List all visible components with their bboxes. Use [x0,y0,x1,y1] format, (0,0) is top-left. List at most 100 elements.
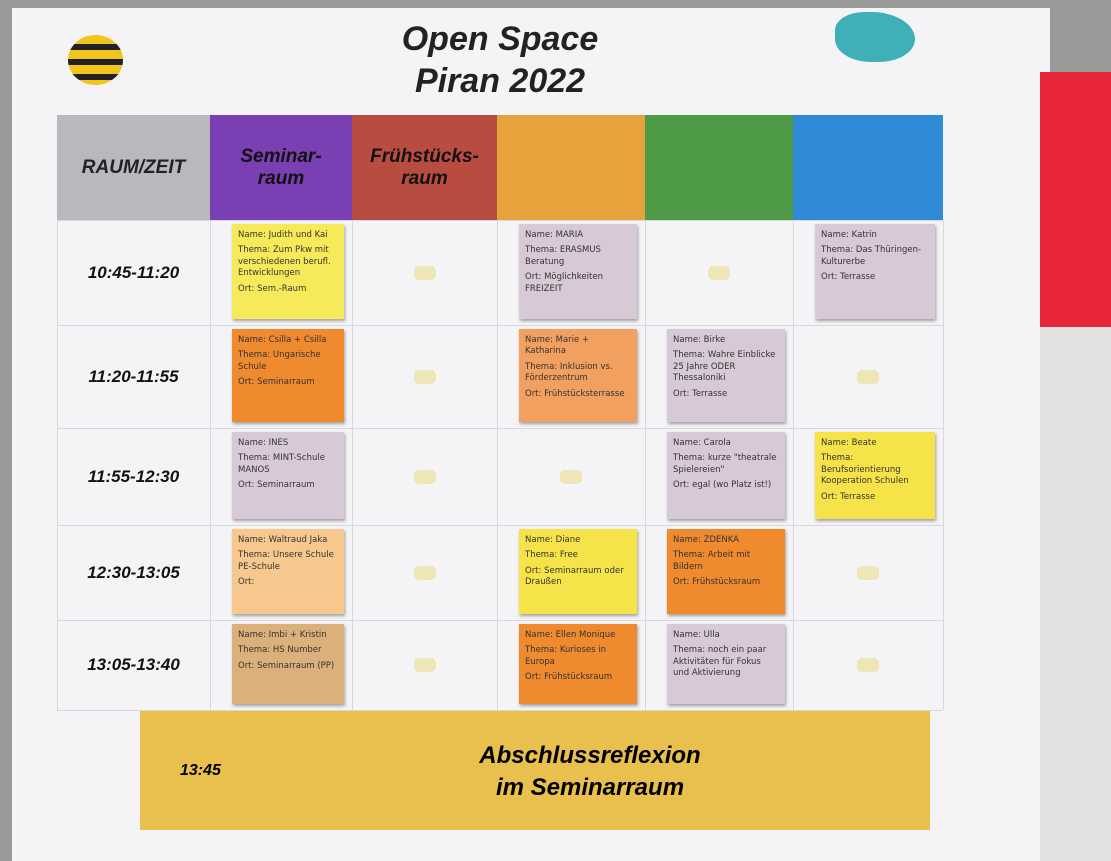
grid-line [57,710,943,711]
card-text: Thema: Wahre Einblicke 25 Jahre ODER The… [673,350,776,384]
time-label: 11:55-12:30 [87,466,180,486]
session-card: Name: Ulla Thema: noch ein paar Aktivität… [667,624,785,704]
card-text: Ort: Frühstücksraum [673,577,761,588]
time-label: 10:45-11:20 [87,262,180,282]
session-card: Name: MARIA Thema: ERASMUS Beratung Ort: M… [519,224,637,319]
column-header-text: Seminar- [240,145,322,167]
grid-line [57,620,943,621]
session-card: Name: Katrin Thema: Das Thüringen-Kulture… [815,224,935,319]
card-text: Thema: Arbeit mit Bildern [673,550,751,572]
grid-line [645,220,646,710]
title: Open Space [401,20,599,58]
footer-text: Abschlussreflexion [479,742,701,769]
session-card: Name: Beate Thema: Berufsorientierung Koo… [815,432,935,519]
card-text: Thema: MINT-Schule MANOS [238,453,325,475]
column-header: RAUM/ZEIT [57,115,210,220]
session-card: Name: Waltraud Jaka Thema: Unsere Schule … [232,529,344,614]
card-text: Name: Csilla + Csilla [238,335,327,345]
card-text: Thema: noch ein paar Aktivitäten für Fok… [673,645,767,679]
wall [1040,327,1111,861]
footer-time: 13:45 [180,762,221,779]
card-text: Thema: kurze "theatrale Spielereien" [673,453,777,475]
grid-line [57,220,943,221]
column-header: Frühstücks-raum [352,115,497,220]
card-text: Name: Birke [673,335,726,345]
tape [413,565,436,580]
card-text: Name: Diane [525,535,581,545]
card-text: Ort: Terrasse [821,491,876,502]
grid-line [497,220,498,710]
card-text: Ort: Terrasse [673,388,728,399]
column-header [645,115,793,220]
card-text: Ort: Frühstücksterrasse [525,388,625,399]
tape [413,265,436,280]
butterfly-icon [835,12,915,62]
grid-line [210,220,211,710]
card-text: Ort: Frühstücksraum [525,672,613,683]
card-text: Ort: Seminarraum oder Draußen [525,565,624,588]
column-header: Seminar-raum [210,115,352,220]
card-text: Ort: Seminarraum [238,480,315,491]
column-header [793,115,943,220]
grid-line [793,220,794,710]
card-text: Thema: Inklusion vs. Förderzentrum [525,361,613,384]
card-text: Ort: [238,577,255,588]
card-text: Thema: Unsere Schule PE-Schule [238,550,334,572]
grid-line [943,220,944,710]
column-header-text: Frühstücks- [370,145,479,167]
tape [857,369,879,384]
card-text: Name: Carola [673,438,731,448]
card-text: Thema: HS Number [238,645,322,656]
card-text: Thema: ERASMUS Beratung [525,245,601,267]
grid-line [57,525,943,526]
tape [413,658,436,672]
session-card: Name: Imbi + Kristin Thema: HS Number Ort:… [232,624,344,704]
session-card: Name: Diane Thema: Free Ort: Seminarraum o… [519,529,637,614]
card-text: Name: Judith und Kai [238,230,328,240]
session-card: Name: Csilla + Csilla Thema: Ungarische S… [232,329,344,422]
card-text: Thema: Zum Pkw mit verschiedenen berufl.… [238,245,331,279]
bee-icon [68,35,123,85]
wall-panel [1040,72,1111,327]
card-text: Name: ZDENKA [673,535,739,545]
card-text: Name: MARIA [525,230,584,240]
session-card: Name: Carola Thema: kurze "theatrale Spie… [667,432,785,519]
card-text: Ort: egal (wo Platz ist!) [673,480,772,491]
tape [560,469,582,484]
card-text: Thema: Kurioses in Europa [525,645,606,667]
card-text: Thema: Ungarische Schule [238,350,321,372]
card-text: Thema: Berufsorientierung Kooperation Sc… [821,453,909,487]
column-header-text: raum [257,167,305,189]
tape [857,565,879,580]
card-text: Ort: Möglichkeiten FREIZEIT [525,272,603,294]
card-text: Ort: Seminarraum (PP) [238,660,335,671]
card-text: Ort: Seminarraum [238,377,315,388]
session-card: Name: Ellen Monique Thema: Kurioses in Eu… [519,624,637,704]
time-label: 12:30-13:05 [87,562,180,582]
session-card: Name: Marie + Katharina Thema: Inklusion … [519,329,637,422]
card-text: Name: Ellen Monique [525,630,616,640]
session-card: Name: INES Thema: MINT-Schule MANOS Ort: S… [232,432,344,519]
card-text: Name: Marie + Katharina [525,335,590,357]
card-text: Name: Katrin [821,230,877,240]
card-text: Name: Waltraud Jaka [238,535,328,545]
card-text: Name: Imbi + Kristin [238,630,327,640]
tape [413,369,436,384]
grid-line [352,220,353,710]
session-card: Name: Judith und Kai Thema: Zum Pkw mit v… [232,224,344,319]
card-text: Thema: Das Thüringen-Kulturerbe [821,245,922,267]
tape [708,265,730,280]
footer-text: im Seminarraum [495,774,685,801]
card-text: Ort: Terrasse [821,272,876,283]
session-card: Name: Birke Thema: Wahre Einblicke 25 Jah… [667,329,785,422]
session-card: Name: ZDENKA Thema: Arbeit mit Bildern Ort… [667,529,785,614]
card-text: Name: Ulla [673,630,720,640]
title: Piran 2022 [414,62,586,100]
tape [857,658,879,672]
time-label: 13:05-13:40 [87,655,180,674]
card-text: Ort: Sem.-Raum [238,283,307,294]
grid-line [57,325,943,326]
column-header-text: RAUM/ZEIT [81,156,186,178]
card-text: Thema: Free [525,550,578,561]
